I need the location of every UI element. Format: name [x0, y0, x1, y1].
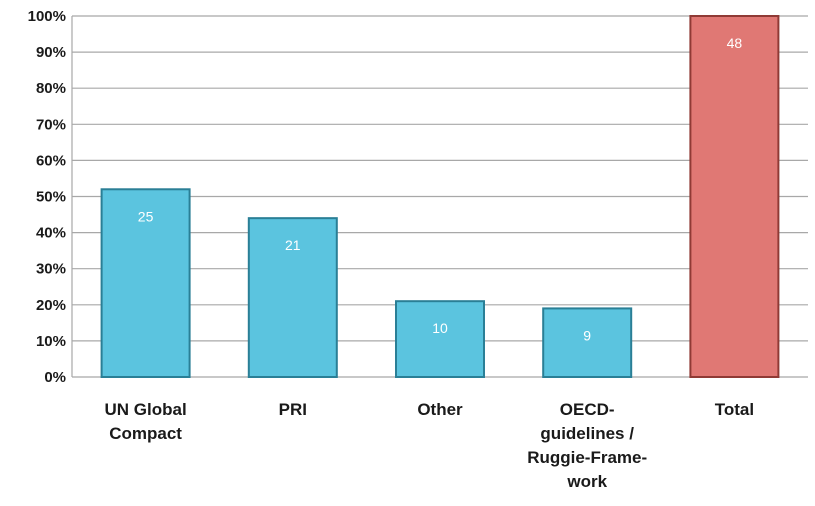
y-tick-label: 10%	[36, 333, 66, 350]
y-tick-label: 20%	[36, 297, 66, 314]
y-tick-label: 0%	[44, 369, 66, 386]
y-tick-label: 100%	[28, 8, 66, 25]
bar	[690, 16, 778, 377]
data-label: 9	[583, 327, 591, 343]
x-category-label: guidelines /	[540, 424, 634, 443]
y-tick-label: 90%	[36, 44, 66, 61]
x-category-label: PRI	[279, 400, 307, 419]
y-tick-label: 70%	[36, 116, 66, 133]
x-axis-category-labels: UN Global Compact PRI Other OECD-guidelines …	[105, 400, 755, 491]
data-label: 48	[727, 35, 743, 51]
x-category-label: Total	[715, 400, 754, 419]
y-tick-label: 60%	[36, 152, 66, 169]
x-category-label: Other	[417, 400, 463, 419]
y-tick-label: 50%	[36, 189, 66, 206]
data-label: 25	[138, 208, 154, 224]
x-category-label: work	[566, 472, 607, 491]
data-labels: 25 21 10 9 48	[138, 35, 743, 343]
bar	[396, 301, 484, 377]
data-label: 21	[285, 237, 301, 253]
y-tick-label: 80%	[36, 80, 66, 97]
y-tick-label: 40%	[36, 225, 66, 242]
data-label: 10	[432, 320, 448, 336]
x-category-label: Ruggie-Frame-	[527, 448, 647, 467]
x-category-label: UN Global	[105, 400, 187, 419]
x-category-label: OECD-	[560, 400, 615, 419]
y-axis-tick-labels: 0% 10% 20% 30% 40% 50% 60% 70% 80% 90% 100%	[28, 8, 66, 386]
y-tick-label: 30%	[36, 261, 66, 278]
x-category-label: Compact	[109, 424, 182, 443]
